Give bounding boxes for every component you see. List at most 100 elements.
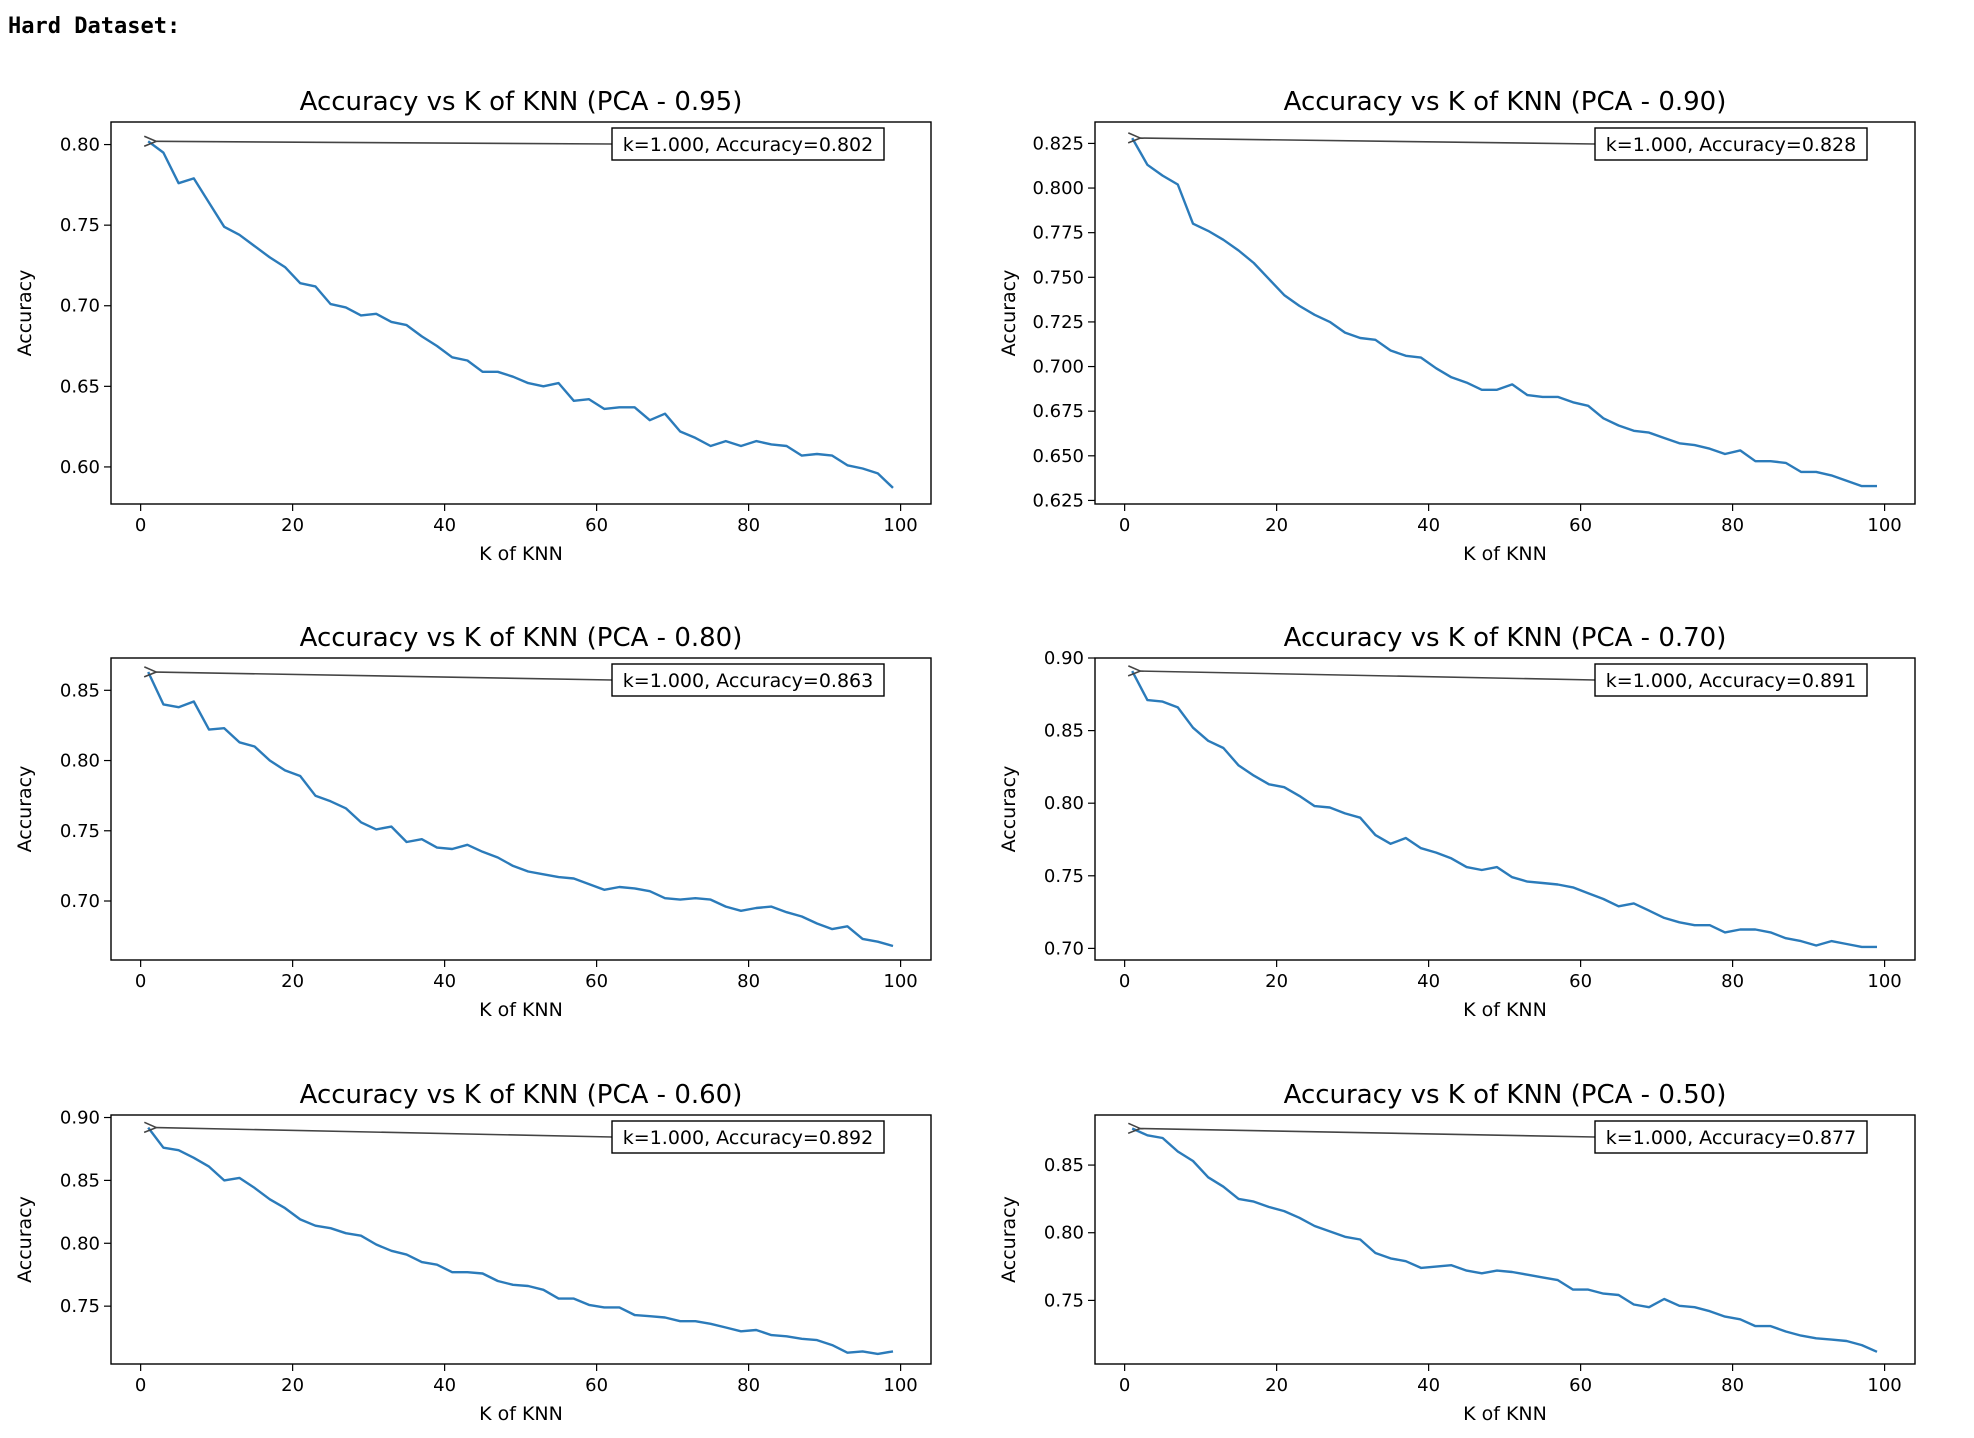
- x-tick-label: 60: [1569, 515, 1592, 536]
- annotation-box: [1594, 663, 1868, 697]
- x-tick-label: 60: [585, 515, 608, 536]
- x-axis-label: K of KNN: [479, 543, 563, 565]
- y-tick-label: 0.75: [1044, 866, 1084, 887]
- plot-frame: [1094, 657, 1916, 961]
- y-tick-label: 0.70: [1044, 938, 1084, 959]
- y-tick-label: 0.80: [1044, 793, 1084, 814]
- y-tick-label: 0.65: [60, 376, 100, 397]
- x-tick-label: 40: [1417, 1375, 1440, 1396]
- y-tick-label: 0.85: [60, 680, 100, 701]
- x-axis-label: K of KNN: [1463, 999, 1547, 1021]
- x-axis-label: K of KNN: [479, 1403, 563, 1425]
- x-tick-label: 60: [585, 971, 608, 992]
- annotation-box: [1594, 1120, 1868, 1154]
- y-axis-label: Accuracy: [14, 766, 36, 853]
- x-axis-label: K of KNN: [479, 999, 563, 1021]
- y-tick-label: 0.90: [60, 1108, 100, 1129]
- y-tick-label: 0.75: [1044, 1290, 1084, 1311]
- annotation-box: [611, 1120, 885, 1154]
- x-tick-label: 60: [585, 1375, 608, 1396]
- y-tick-label: 0.80: [60, 135, 100, 156]
- data-line: [147, 140, 894, 489]
- x-tick-label: 40: [1417, 515, 1440, 536]
- annotation-text: k=1.000, Accuracy=0.802: [623, 134, 873, 156]
- annotation-arrow: [1140, 138, 1596, 145]
- chart-5: Accuracy vs K of KNN (PCA - 0.60) 0 20 40 60…: [14, 1080, 932, 1425]
- y-axis-label: Accuracy: [14, 270, 36, 357]
- y-tick-label: 0.70: [60, 296, 100, 317]
- x-tick-label: 80: [1721, 971, 1744, 992]
- x-axis-label: K of KNN: [1463, 1403, 1547, 1425]
- annotation-text: k=1.000, Accuracy=0.828: [1606, 134, 1856, 156]
- chart-6: Accuracy vs K of KNN (PCA - 0.50) 0 20 40 60…: [998, 1080, 1916, 1425]
- plot-frame: [110, 121, 932, 505]
- x-tick-label: 80: [737, 971, 760, 992]
- annotation-arrow: [156, 141, 613, 144]
- x-tick-label: 20: [281, 971, 304, 992]
- y-tick-label: 0.85: [1044, 721, 1084, 742]
- annotation-text: k=1.000, Accuracy=0.877: [1606, 1127, 1856, 1149]
- x-tick-label: 80: [737, 1375, 760, 1396]
- x-tick-label: 0: [1119, 971, 1130, 992]
- x-tick-label: 100: [883, 515, 917, 536]
- y-tick-label: 0.90: [1044, 648, 1084, 669]
- y-axis-label: Accuracy: [998, 1196, 1020, 1283]
- annotation-arrow: [156, 672, 613, 681]
- y-tick-label: 0.650: [1032, 446, 1084, 467]
- y-tick-label: 0.625: [1032, 490, 1084, 511]
- y-tick-label: 0.85: [1044, 1155, 1084, 1176]
- x-tick-label: 60: [1569, 971, 1592, 992]
- chart-title: Accuracy vs K of KNN (PCA - 0.95): [300, 87, 743, 117]
- data-line: [147, 1126, 894, 1356]
- x-tick-label: 100: [883, 1375, 917, 1396]
- y-tick-label: 0.750: [1032, 267, 1084, 288]
- plot-frame: [1094, 1114, 1916, 1365]
- x-tick-label: 100: [883, 971, 917, 992]
- annotation-text: k=1.000, Accuracy=0.863: [623, 670, 873, 692]
- y-axis-label: Accuracy: [14, 1196, 36, 1283]
- x-axis-label: K of KNN: [1463, 543, 1547, 565]
- annotation-box: [611, 663, 885, 697]
- y-tick-label: 0.80: [60, 751, 100, 772]
- y-axis-label: Accuracy: [998, 270, 1020, 357]
- annotation-arrow: [1140, 671, 1596, 681]
- y-tick-label: 0.75: [60, 821, 100, 842]
- x-tick-label: 80: [737, 515, 760, 536]
- y-tick-label: 0.80: [60, 1233, 100, 1254]
- x-tick-label: 20: [281, 515, 304, 536]
- annotation-box: [1594, 127, 1868, 161]
- y-tick-label: 0.80: [1044, 1223, 1084, 1244]
- x-tick-label: 40: [1417, 971, 1440, 992]
- y-tick-label: 0.75: [60, 215, 100, 236]
- x-tick-label: 100: [1867, 971, 1901, 992]
- x-tick-label: 20: [1265, 1375, 1288, 1396]
- y-tick-label: 0.825: [1032, 133, 1084, 154]
- x-tick-label: 40: [433, 1375, 456, 1396]
- x-tick-label: 40: [433, 971, 456, 992]
- chart-title: Accuracy vs K of KNN (PCA - 0.60): [300, 1080, 743, 1110]
- data-line: [147, 671, 894, 948]
- x-tick-label: 80: [1721, 1375, 1744, 1396]
- annotation-arrow: [1140, 1129, 1596, 1138]
- x-tick-label: 0: [1119, 515, 1130, 536]
- chart-3: Accuracy vs K of KNN (PCA - 0.80) 0 20 40 60…: [14, 623, 932, 1021]
- chart-title: Accuracy vs K of KNN (PCA - 0.70): [1284, 623, 1727, 653]
- x-tick-label: 60: [1569, 1375, 1592, 1396]
- chart-4: Accuracy vs K of KNN (PCA - 0.70) 0 20 40 60…: [998, 623, 1916, 1021]
- chart-title: Accuracy vs K of KNN (PCA - 0.90): [1284, 87, 1727, 117]
- chart-1: Accuracy vs K of KNN (PCA - 0.95) 0 20 40 60…: [14, 87, 932, 565]
- x-tick-label: 100: [1867, 1375, 1901, 1396]
- x-tick-label: 0: [1119, 1375, 1130, 1396]
- x-tick-label: 20: [281, 1375, 304, 1396]
- chart-title: Accuracy vs K of KNN (PCA - 0.50): [1284, 1080, 1727, 1110]
- x-tick-label: 20: [1265, 971, 1288, 992]
- y-tick-label: 0.60: [60, 457, 100, 478]
- y-tick-label: 0.675: [1032, 401, 1084, 422]
- plot-frame: [110, 657, 932, 961]
- x-tick-label: 40: [433, 515, 456, 536]
- y-axis-label: Accuracy: [998, 766, 1020, 853]
- plot-frame: [110, 1114, 932, 1365]
- annotation-text: k=1.000, Accuracy=0.892: [623, 1127, 873, 1149]
- data-line: [1131, 1127, 1878, 1353]
- chart-2: Accuracy vs K of KNN (PCA - 0.90) 0 20 40 60…: [998, 87, 1916, 565]
